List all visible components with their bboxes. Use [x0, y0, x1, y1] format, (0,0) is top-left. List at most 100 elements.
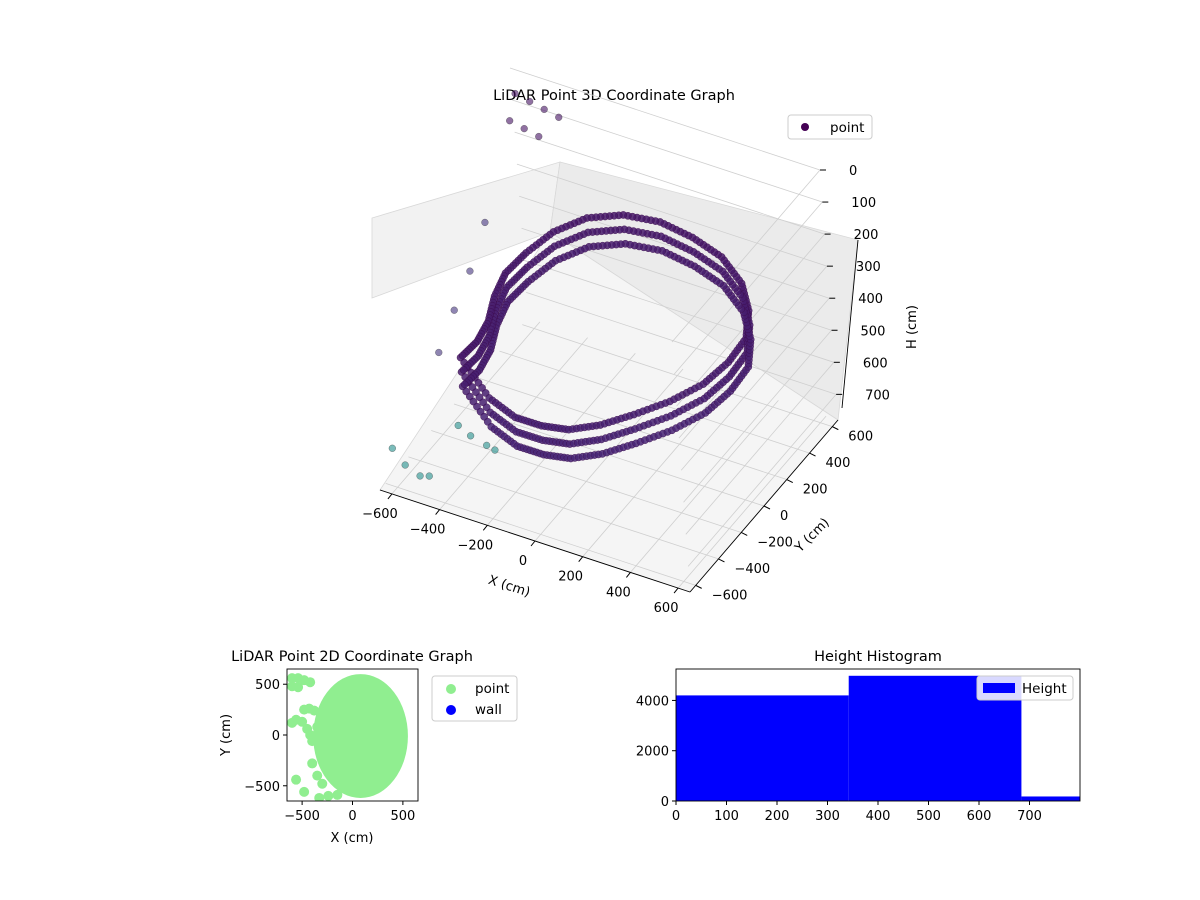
x-tick-mark-3d: [435, 509, 441, 515]
data-point-2d: [293, 682, 304, 693]
grid-line-z: [509, 67, 821, 171]
z-tick-label-3d: 700: [865, 388, 890, 403]
legend-label-height: Height: [1022, 681, 1067, 697]
data-point-3d: [435, 348, 443, 357]
grid-line-y: [431, 430, 742, 533]
point-cloud-3d: [388, 90, 755, 480]
x-tick-mark-3d: [530, 540, 536, 547]
x-tick-label-3d: −200: [457, 538, 493, 553]
data-point-3d: [458, 351, 467, 360]
point-cloud-blob: [313, 674, 408, 798]
x-tick-label-3d: 0: [519, 554, 527, 569]
x-tick-label-hist: 200: [765, 809, 790, 824]
x-tick-label-hist: 600: [967, 809, 992, 824]
histogram-bar: [676, 695, 849, 801]
x-tick-label-2d: −500: [284, 809, 320, 824]
grid-3d: [385, 67, 837, 589]
grid-line-z: [514, 131, 825, 235]
y-tick-mark-3d: [786, 479, 793, 483]
legend-swatch-height: [983, 683, 1015, 693]
y-tick-label-hist: 0: [661, 795, 669, 810]
data-point-3d: [555, 113, 563, 121]
grid-line-z: [674, 201, 823, 375]
legend-label-wall-2d: wall: [475, 702, 502, 718]
x-tick-label-3d: 200: [558, 570, 583, 585]
z-axis-line: [841, 239, 859, 409]
x-tick-mark-3d: [578, 556, 584, 563]
x-tick-label-hist: 100: [714, 809, 739, 824]
data-point-3d: [483, 441, 491, 449]
y-tick-label-hist: 2000: [636, 745, 669, 760]
x-tick-label-hist: 0: [672, 809, 680, 824]
data-point-3d: [450, 306, 458, 314]
x-tick-label-hist: 400: [866, 809, 891, 824]
plot-2d: LiDAR Point 2D Coordinate Graph −500 0 500…: [219, 649, 518, 846]
y-tick-mark-3d: [718, 558, 725, 563]
x-tick-mark-3d: [482, 524, 488, 531]
legend-box: [787, 114, 873, 140]
legend-label-point-2d: point: [475, 681, 509, 697]
x-tick-label-3d: 400: [606, 585, 631, 600]
data-point-2d: [332, 789, 343, 800]
data-point-3d: [425, 472, 433, 480]
x-tick-mark-3d: [673, 587, 679, 594]
data-point-2d: [312, 721, 323, 732]
z-tick-label-3d: 500: [861, 324, 886, 339]
grid-line-z: [687, 394, 837, 567]
data-point-2d: [287, 717, 298, 728]
data-point-3d: [491, 446, 499, 454]
x-tick-label-hist: 300: [815, 809, 840, 824]
grid-line-y: [408, 456, 719, 560]
data-point-3d: [466, 267, 474, 275]
z-tick-label-3d: 400: [858, 292, 883, 307]
grid-line-z: [512, 99, 823, 203]
grid-line-z: [671, 169, 821, 343]
y-tick-label-2d: −500: [244, 780, 280, 795]
grid-line-z: [685, 362, 835, 535]
histogram: Height Histogram 0 100 200 300 400 500 600 7000…: [636, 649, 1081, 824]
data-point-3d: [401, 461, 409, 469]
data-point-3d: [467, 432, 475, 440]
grid-line-z: [516, 163, 828, 267]
grid-line-z: [523, 259, 834, 363]
z-tick-label-3d: 600: [863, 356, 888, 371]
z-ticks-3d: 0 100 200 300 400 500 600 700: [820, 164, 890, 403]
grid-line-z: [683, 329, 832, 503]
chart-title-3d: LiDAR Point 3D Coordinate Graph: [493, 88, 735, 104]
chart-title-hist: Height Histogram: [814, 649, 942, 665]
data-point-3d: [460, 380, 469, 389]
y-tick-mark-3d: [809, 452, 816, 457]
chart-title-2d: LiDAR Point 2D Coordinate Graph: [231, 649, 473, 665]
legend-marker-wall-2d: [446, 705, 456, 715]
data-point-2d: [291, 774, 302, 785]
x-tick-label-3d: −600: [362, 507, 398, 522]
z-axis-label-3d: H (cm): [905, 305, 920, 349]
y-tick-label-3d: 200: [803, 483, 828, 498]
x-tick-label-3d: 600: [654, 601, 679, 616]
y-tick-label-3d: 400: [826, 456, 851, 471]
y-tick-label-hist: 4000: [636, 694, 669, 709]
grid-line-z: [519, 195, 830, 299]
data-point-3d: [511, 90, 519, 98]
y-tick-mark-3d: [695, 584, 702, 589]
z-tick-label-3d: 200: [854, 228, 879, 243]
y-ticks-3d: −600 −400 −200 0 200 400 600: [695, 426, 873, 603]
legend-3d: point: [787, 114, 873, 140]
data-point-2d: [312, 770, 323, 781]
data-point-2d: [297, 716, 308, 727]
y-axis-label-3d: Y (cm): [792, 515, 833, 556]
x-axis-label-3d: X (cm): [486, 573, 532, 601]
y-tick-mark-3d: [763, 505, 771, 510]
point-cloud-2d: [287, 673, 408, 801]
z-tick-label-3d: 0: [849, 164, 857, 179]
legend-label-point: point: [830, 120, 864, 136]
y-tick-label-3d: 600: [848, 430, 873, 445]
data-point-2d: [307, 736, 318, 747]
data-point-2d: [314, 792, 325, 801]
histogram-bar: [1021, 796, 1080, 801]
ticks-2d: −500 0 500 500 0 −500: [244, 678, 415, 824]
x-tick-label-3d: −400: [410, 523, 446, 538]
x-tick-label-2d: 0: [348, 809, 356, 824]
x-axis-label-2d: X (cm): [331, 831, 374, 846]
